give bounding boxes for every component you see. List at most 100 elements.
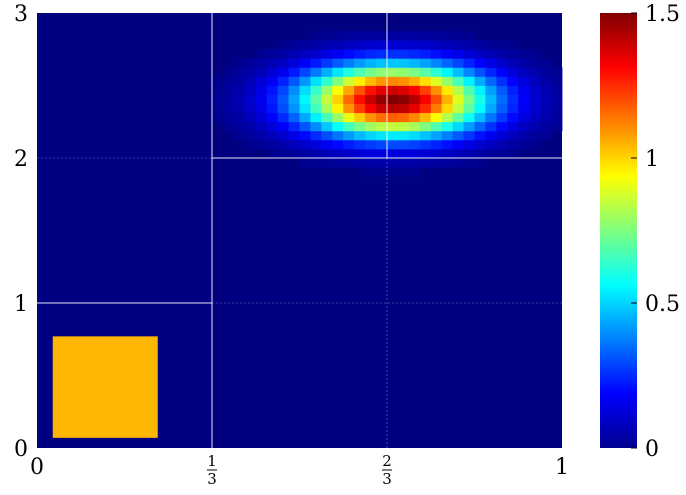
heatmap-cell	[222, 67, 235, 77]
heatmap-cell	[222, 85, 235, 95]
heatmap-cell	[244, 121, 257, 132]
heatmap-cell	[288, 130, 300, 141]
heatmap-cell	[387, 85, 399, 95]
heatmap-cell	[387, 167, 399, 177]
heatmap-cell	[354, 130, 366, 141]
heatmap-cell	[408, 158, 421, 168]
heatmap-cell	[518, 121, 530, 132]
heatmap-cell	[419, 130, 432, 141]
heatmap-cell	[365, 85, 377, 95]
heatmap-cell	[332, 103, 344, 114]
heatmap-cell	[277, 94, 289, 105]
heatmap-cell	[419, 121, 432, 132]
heatmap-cell	[430, 58, 443, 68]
heatmap-cell	[310, 67, 322, 77]
heatmap-cell	[463, 112, 475, 123]
heatmap-cell	[233, 103, 246, 114]
heatmap-cell	[354, 121, 366, 132]
heatmap-cell	[376, 148, 388, 159]
heatmap-cell	[551, 112, 563, 123]
heatmap-cell	[518, 139, 530, 150]
heatmap-cell	[332, 94, 344, 105]
heatmap-cell	[419, 67, 432, 77]
heatmap-cell	[463, 40, 475, 50]
heatmap-cell	[233, 130, 246, 141]
heatmap-cell	[365, 67, 377, 77]
heatmap-cell	[299, 76, 311, 86]
heatmap-cell	[452, 112, 464, 123]
heatmap-cell	[441, 76, 454, 86]
heatmap-cell	[266, 67, 279, 77]
heatmap-cell	[507, 67, 519, 77]
heatmap-cell	[332, 148, 344, 159]
heatmap-cell	[343, 158, 355, 168]
heatmap-cell	[222, 94, 235, 105]
heatmap-cell	[507, 121, 519, 132]
heatmap-cell	[310, 94, 322, 105]
heatmap-cell	[354, 148, 366, 159]
heatmap-cell	[485, 58, 497, 68]
heatmap-cell	[408, 167, 421, 177]
heatmap-cell	[387, 58, 399, 68]
heatmap-cell	[354, 158, 366, 168]
heatmap-cell	[321, 58, 333, 68]
heatmap-cell	[430, 67, 443, 77]
heatmap-cell	[387, 139, 399, 150]
heatmap-cell	[343, 121, 355, 132]
heatmap-cell	[540, 85, 552, 95]
heatmap-cell	[332, 158, 344, 168]
heatmap-cell	[387, 76, 399, 86]
heatmap-cell	[507, 76, 519, 86]
heatmap-cell	[474, 40, 486, 50]
heatmap-cell	[277, 148, 289, 159]
heatmap-cell	[376, 112, 388, 123]
heatmap-cell	[354, 40, 366, 50]
heatmap-cell	[496, 112, 508, 123]
heatmap-cell	[387, 148, 399, 159]
heatmap-cell	[397, 58, 410, 68]
heatmap-cell	[507, 40, 519, 50]
heatmap-cell	[452, 139, 464, 150]
heatmap-cell	[507, 94, 519, 105]
heatmap-cell	[299, 103, 311, 114]
heatmap-cell	[463, 103, 475, 114]
heatmap-cell	[540, 112, 552, 123]
heatmap-cell	[233, 121, 246, 132]
heatmap-cell	[397, 94, 410, 105]
heatmap-cell	[244, 85, 257, 95]
heatmap-cell	[485, 148, 497, 159]
heatmap-cell	[452, 158, 464, 168]
heatmap-cell	[365, 121, 377, 132]
heatmap-cell	[299, 40, 311, 50]
heatmap-cell	[387, 67, 399, 77]
heatmap-cell	[496, 67, 508, 77]
heatmap-cell	[310, 112, 322, 123]
heatmap-cell	[430, 112, 443, 123]
heatmap-cell	[408, 94, 421, 105]
heatmap-cell	[463, 139, 475, 150]
heatmap-cell	[233, 67, 246, 77]
heatmap-cell	[387, 103, 399, 114]
heatmap-cell	[233, 112, 246, 123]
heatmap-cell	[365, 49, 377, 59]
y-tick-label: 2	[14, 147, 28, 172]
heatmap-cell	[365, 167, 377, 177]
heatmap-cell	[332, 139, 344, 150]
heatmap-cell	[419, 40, 432, 50]
heatmap-cell	[507, 103, 519, 114]
heatmap-cell	[266, 139, 279, 150]
heatmap-cell	[310, 76, 322, 86]
heatmap-cell	[474, 148, 486, 159]
heatmap-cell	[419, 139, 432, 150]
heatmap-cell	[277, 85, 289, 95]
heatmap-cell	[233, 58, 246, 68]
heatmap-cell	[376, 67, 388, 77]
heatmap-cell	[365, 112, 377, 123]
heatmap-cell	[551, 121, 563, 132]
heatmap-cell	[441, 148, 454, 159]
heatmap-cell	[343, 130, 355, 141]
heatmap-cell	[485, 103, 497, 114]
hotspot-cells	[212, 31, 563, 177]
heatmap-cell	[387, 158, 399, 168]
